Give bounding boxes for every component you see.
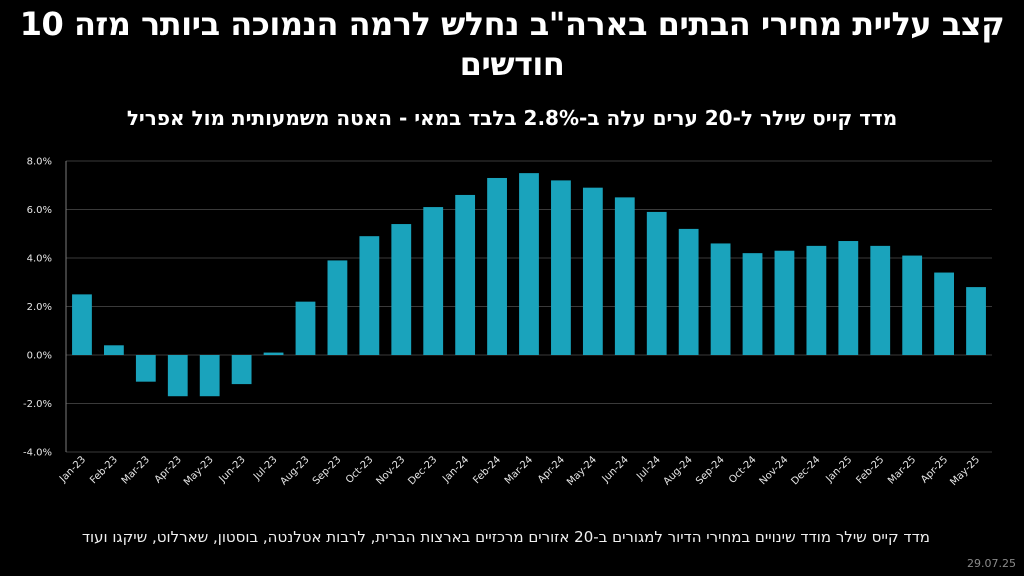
x-tick-label: Jan-25 — [823, 454, 854, 485]
x-tick-label: Nov-23 — [374, 454, 407, 487]
bar — [646, 211, 667, 355]
date-stamp: 29.07.25 — [967, 557, 1016, 570]
bar — [135, 355, 156, 382]
bar — [455, 194, 476, 355]
x-tick-label: Apr-23 — [153, 454, 184, 485]
x-tick-label: Sep-24 — [694, 454, 727, 487]
bar — [72, 294, 92, 355]
x-tick-label: Mar-25 — [886, 454, 918, 486]
x-tick-label: Jul-24 — [634, 454, 663, 483]
bar — [199, 355, 220, 397]
x-tick-label: Apr-24 — [536, 454, 567, 485]
bar — [678, 228, 699, 355]
bar — [263, 352, 284, 355]
bar — [742, 253, 763, 355]
x-tick-label: Mar-24 — [503, 454, 535, 486]
y-tick-label: 4.0% — [27, 254, 52, 265]
x-tick-label: Feb-24 — [471, 454, 503, 486]
x-tick-label: Jul-23 — [251, 454, 280, 483]
bar — [902, 255, 923, 355]
y-tick-label: 6.0% — [27, 205, 52, 216]
x-tick-label: Oct-24 — [727, 454, 759, 486]
bar — [231, 355, 252, 385]
bar — [838, 241, 859, 355]
bar — [710, 243, 731, 355]
x-tick-label: Nov-24 — [758, 454, 791, 487]
y-tick-label: -4.0% — [23, 448, 52, 459]
bar — [806, 245, 827, 355]
x-tick-label: Apr-25 — [919, 454, 950, 485]
x-tick-label: Dec-23 — [406, 454, 439, 487]
bar — [327, 260, 348, 355]
bar — [391, 224, 412, 355]
y-tick-label: -2.0% — [23, 399, 52, 410]
bar — [582, 187, 603, 355]
x-tick-label: Jun-24 — [600, 454, 631, 485]
bar — [519, 173, 539, 355]
bar — [966, 287, 986, 355]
y-tick-label: 0.0% — [27, 351, 52, 362]
bar — [870, 245, 891, 355]
x-tick-label: Dec-24 — [789, 454, 822, 487]
x-tick-label: Sep-23 — [311, 454, 344, 487]
x-tick-label: Mar-23 — [120, 454, 152, 486]
x-tick-label: Aug-23 — [278, 454, 311, 487]
bar — [295, 301, 316, 355]
y-tick-label: 2.0% — [27, 302, 52, 313]
x-tick-label: May-24 — [565, 454, 599, 488]
bar — [551, 180, 571, 355]
y-tick-label: 8.0% — [27, 157, 52, 168]
bar — [774, 250, 795, 355]
x-tick-label: Aug-24 — [662, 454, 695, 487]
bar — [359, 236, 380, 355]
bar — [423, 207, 444, 355]
x-tick-label: Oct-23 — [344, 454, 376, 486]
x-tick-label: Feb-25 — [855, 454, 887, 486]
x-tick-label: Jun-23 — [217, 454, 248, 485]
bar — [934, 272, 955, 355]
x-tick-label: Feb-23 — [88, 454, 120, 486]
bar — [167, 355, 188, 397]
chart-title: קצב עליית מחירי הבתים בארה"ב נחלש לרמה ה… — [19, 5, 1005, 83]
bar — [487, 177, 507, 355]
x-tick-label: Jan-23 — [57, 454, 88, 485]
x-tick-label: Jan-24 — [440, 454, 471, 485]
bar — [614, 197, 635, 355]
x-tick-label: May-23 — [182, 454, 216, 488]
bar — [103, 345, 124, 355]
footnote: מדד קייס שילר מודד שינויים במחירי הדיור … — [81, 528, 930, 546]
x-tick-label: May-25 — [948, 454, 982, 488]
chart-subtitle: מדד קייס שילר ל-20 ערים עלה ב-2.8% בלבד … — [126, 106, 898, 130]
